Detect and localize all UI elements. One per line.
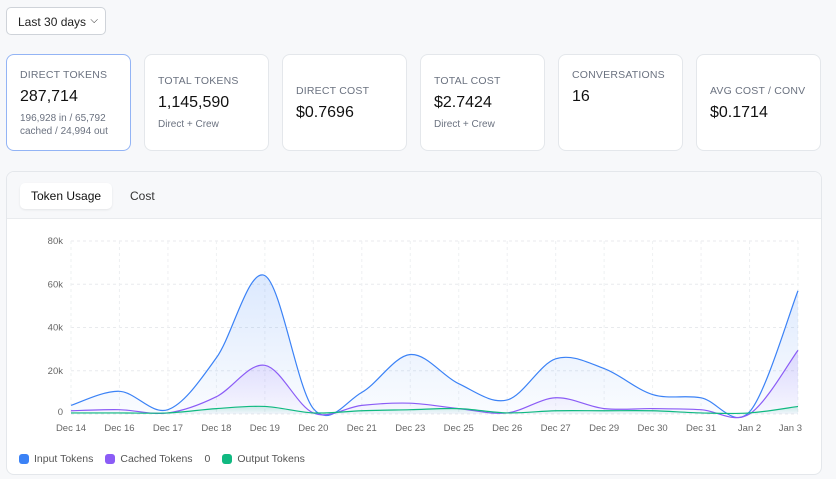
series-line <box>70 349 799 419</box>
legend-zero: 0 <box>204 453 211 465</box>
series-area <box>71 274 798 418</box>
stat-value: $0.7696 <box>296 104 354 121</box>
series-area <box>71 350 798 418</box>
stat-card[interactable]: TOTAL COST $2.7424 Direct + Crew <box>420 54 545 151</box>
legend-label: Cached Tokens <box>120 453 193 465</box>
stat-label: AVG COST / CONV <box>710 85 806 97</box>
chart-panel: Token Usage Cost 0 20k 40k 60k 80k Dec 14 Dec … <box>6 171 822 475</box>
tab-cost[interactable]: Cost <box>130 189 155 203</box>
y-tick-label: 80k <box>48 236 64 247</box>
y-tick-label: 0 <box>58 407 63 418</box>
x-tick-label: Dec 20 <box>298 423 328 434</box>
stat-value: 16 <box>572 88 590 105</box>
legend-output[interactable]: Output Tokens <box>222 453 305 465</box>
stat-label: DIRECT COST <box>296 85 370 97</box>
x-tick-label: Dec 18 <box>201 423 231 434</box>
x-tick-label: Dec 17 <box>153 423 183 434</box>
x-tick-label: Dec 29 <box>589 423 619 434</box>
legend-label: Input Tokens <box>34 453 94 465</box>
stat-subtext: Direct + Crew <box>434 119 495 130</box>
x-tick-label: Dec 26 <box>492 423 522 434</box>
legend-cached[interactable]: Cached Tokens <box>105 453 193 465</box>
y-tick-label: 20k <box>48 366 64 377</box>
stat-card[interactable]: TOTAL TOKENS 1,145,590 Direct + Crew <box>144 54 269 151</box>
stat-card[interactable]: DIRECT TOKENS 287,714 196,928 in / 65,792 … <box>6 54 131 151</box>
x-tick-label: Dec 21 <box>347 423 377 434</box>
legend-input[interactable]: Input Tokens <box>19 453 93 465</box>
date-range-value: Last 30 days <box>18 15 87 29</box>
x-tick-label: Dec 30 <box>638 423 668 434</box>
date-range-select[interactable]: Last 30 days ⌵ <box>6 7 106 35</box>
x-tick-label: Dec 14 <box>56 423 86 434</box>
chart-legend: Input Tokens Cached Tokens 0 Output Toke… <box>19 453 317 465</box>
series-area <box>71 406 798 414</box>
legend-label: Output Tokens <box>237 453 305 465</box>
x-tick-label: Dec 25 <box>444 423 474 434</box>
stat-value: 287,714 <box>20 88 78 105</box>
stat-value: 1,145,590 <box>158 94 230 111</box>
x-tick-label: Jan 2 <box>738 423 761 434</box>
series-line <box>70 274 799 419</box>
chevron-down-icon: ⌵ <box>90 15 98 26</box>
stat-value: $0.1714 <box>710 104 768 121</box>
legend-swatch <box>19 454 29 464</box>
tab-token-usage[interactable]: Token Usage <box>20 183 113 209</box>
legend-swatch <box>222 454 233 464</box>
x-tick-label: Dec 23 <box>395 423 425 434</box>
y-tick-label: 40k <box>48 323 64 334</box>
stat-card[interactable]: CONVERSATIONS 16 <box>558 54 683 151</box>
stat-subtext: Direct + Crew <box>158 119 219 130</box>
stat-label: TOTAL TOKENS <box>158 75 239 87</box>
series-line <box>70 405 799 415</box>
stat-card[interactable]: AVG COST / CONV $0.1714 <box>696 54 821 151</box>
x-tick-label: Jan 3 <box>779 423 802 434</box>
x-tick-label: Dec 31 <box>686 423 716 434</box>
x-tick-label: Dec 19 <box>250 423 280 434</box>
stat-subtext: 196,928 in / 65,792 cached / 24,994 out <box>20 113 108 137</box>
token-usage-chart: 0 20k 40k 60k 80k Dec 14 Dec 16 Dec 17 Dec 18 Dec… <box>48 236 802 434</box>
x-tick-label: Dec 27 <box>541 423 571 434</box>
stat-label: CONVERSATIONS <box>572 69 665 81</box>
stat-card[interactable]: DIRECT COST $0.7696 <box>282 54 407 151</box>
y-tick-label: 60k <box>48 279 64 290</box>
legend-swatch <box>105 454 116 464</box>
tab-bar: Token Usage Cost <box>7 172 821 219</box>
stat-label: DIRECT TOKENS <box>20 69 108 81</box>
stat-value: $2.7424 <box>434 94 492 111</box>
x-tick-label: Dec 16 <box>104 423 134 434</box>
stat-label: TOTAL COST <box>434 75 501 87</box>
